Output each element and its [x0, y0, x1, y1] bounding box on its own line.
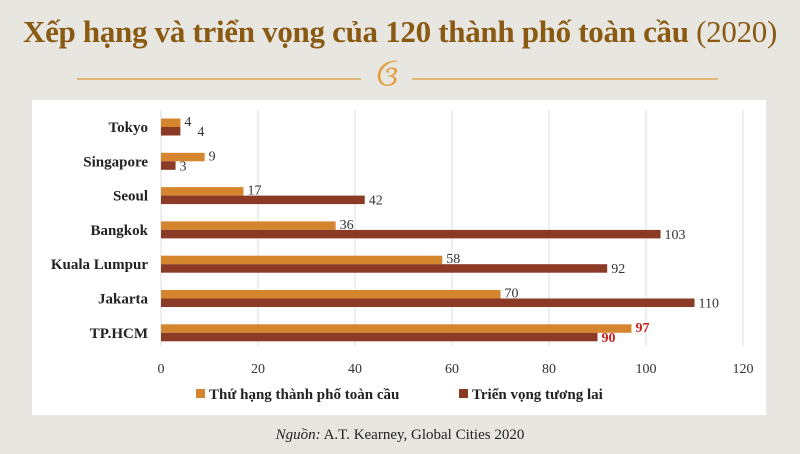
data-label: 42	[369, 194, 383, 209]
data-label: 70	[505, 287, 519, 302]
legend-swatch	[459, 389, 468, 398]
divider-right	[412, 78, 718, 80]
x-tick-label: 60	[445, 362, 459, 377]
legend-swatch	[196, 389, 205, 398]
bar-rank	[161, 221, 336, 230]
category-label: Tokyo	[109, 120, 148, 136]
title-year: (2020)	[696, 14, 777, 49]
source-text: A.T. Kearney, Global Cities 2020	[320, 427, 525, 443]
bar-outlook	[161, 195, 365, 205]
x-tick-label: 120	[733, 362, 754, 377]
bar-outlook	[161, 298, 695, 307]
bar-rank	[161, 290, 501, 299]
data-label: 92	[611, 262, 625, 277]
source-label: Nguồn:	[275, 427, 321, 443]
data-label: 17	[247, 184, 261, 199]
bar-outlook	[161, 332, 598, 342]
x-tick-label: 100	[636, 362, 657, 377]
legend-label: Triển vọng tương lai	[472, 387, 603, 403]
data-label: 36	[340, 218, 354, 233]
bar-rank	[161, 324, 632, 333]
category-label: Jakarta	[98, 292, 148, 308]
data-label: 110	[699, 297, 719, 312]
data-label: 9	[209, 149, 216, 164]
ornament-icon: ઉ	[373, 60, 397, 93]
bar-outlook	[161, 161, 176, 170]
source-note: Nguồn: A.T. Kearney, Global Cities 2020	[0, 427, 800, 444]
title-text: Xếp hạng và triển vọng của 120 thành phố…	[22, 14, 689, 49]
category-label: Seoul	[113, 189, 148, 205]
data-label: 4	[197, 125, 204, 140]
bar-outlook	[161, 264, 608, 273]
data-label: 3	[180, 159, 187, 174]
divider-left	[77, 78, 361, 80]
category-label: Kuala Lumpur	[51, 257, 148, 273]
bar-rank	[161, 118, 181, 127]
bar-rank	[161, 255, 443, 265]
data-label: 4	[184, 115, 191, 130]
category-label: TP.HCM	[90, 326, 148, 342]
x-tick-label: 80	[542, 362, 556, 377]
legend-label: Thứ hạng thành phố toàn cầu	[209, 387, 399, 403]
bar-outlook	[161, 229, 661, 239]
page-title: Xếp hạng và triển vọng của 120 thành phố…	[0, 14, 800, 50]
bar-outlook	[161, 127, 181, 136]
data-label: 90	[602, 331, 616, 346]
data-label: 97	[635, 321, 649, 336]
data-label: 58	[446, 252, 460, 267]
category-label: Singapore	[83, 154, 148, 170]
x-tick-label: 20	[251, 362, 265, 377]
x-tick-label: 40	[348, 362, 362, 377]
x-tick-label: 0	[158, 362, 165, 377]
bar-rank	[161, 152, 205, 162]
bar-rank	[161, 187, 244, 196]
category-label: Bangkok	[90, 223, 148, 239]
data-label: 103	[665, 228, 686, 243]
